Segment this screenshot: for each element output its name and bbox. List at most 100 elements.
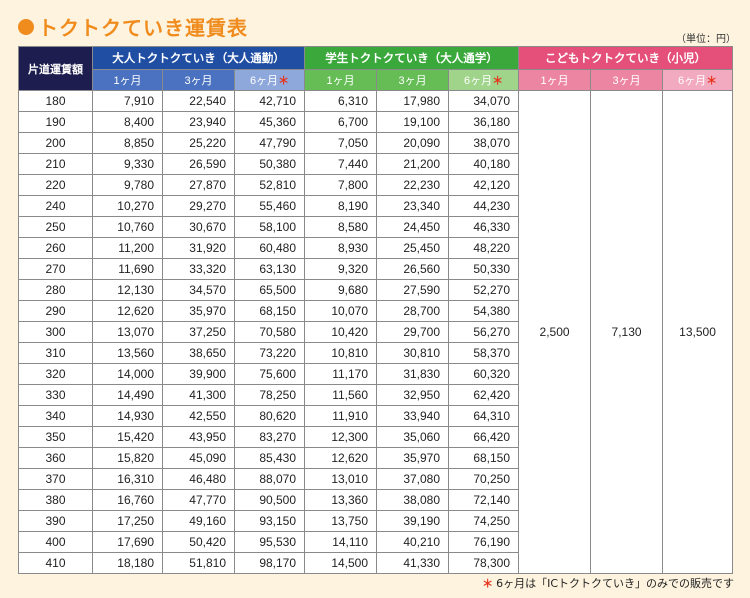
unit-label: （単位：円） <box>676 34 736 45</box>
distance-cell: 380 <box>18 489 93 511</box>
fare-cell: 40,180 <box>448 153 520 175</box>
fare-table-body: 180 7,910 22,540 42,710 6,310 17,980 34,070 2,5… <box>18 90 734 574</box>
table-row: 190 8,400 23,940 45,360 6,700 19,100 36,180 <box>18 111 733 133</box>
fare-cell: 56,270 <box>448 321 520 343</box>
table-row: 370 16,310 46,480 88,070 13,010 37,080 70,250 <box>18 468 733 490</box>
fare-cell: 37,250 <box>162 321 235 343</box>
fare-cell: 34,570 <box>162 279 235 301</box>
fare-cell: 35,970 <box>162 300 235 322</box>
fare-cell: 10,420 <box>304 321 378 343</box>
fare-cell: 75,600 <box>233 363 306 385</box>
adult-3m-header: 3ヶ月 <box>162 69 235 91</box>
fare-cell: 38,070 <box>448 132 520 154</box>
fare-cell: 58,100 <box>233 216 306 238</box>
fare-cell: 42,710 <box>233 90 306 112</box>
fare-cell: 29,270 <box>162 195 235 217</box>
fare-cell: 26,560 <box>376 258 450 280</box>
distance-cell: 330 <box>18 384 93 406</box>
fare-cell: 18,180 <box>92 552 163 574</box>
fare-cell: 11,690 <box>92 258 163 280</box>
distance-cell: 240 <box>18 195 93 217</box>
asterisk-icon: ＊ <box>706 75 718 87</box>
fare-cell: 14,110 <box>304 531 378 553</box>
adult-group-header: 大人トクトクていき（大人通勤） <box>91 46 306 70</box>
fare-cell: 49,160 <box>162 510 235 532</box>
fare-cell: 9,320 <box>304 258 378 280</box>
student-group-header: 学生トクトクていき（大人通学） <box>304 46 520 70</box>
table-row: 260 11,200 31,920 60,480 8,930 25,450 48,220 <box>18 237 733 259</box>
fare-cell: 8,580 <box>304 216 378 238</box>
fare-cell: 38,080 <box>376 489 450 511</box>
fare-cell: 14,930 <box>92 405 163 427</box>
child-group-header: こどもトクトクていき（小児） <box>518 46 734 70</box>
adult-6m-label: 6ヶ月 <box>249 75 279 87</box>
fare-cell: 10,070 <box>304 300 378 322</box>
fare-table: 片道運賃額 大人トクトクていき（大人通勤） 学生トクトクていき（大人通学） こど… <box>18 46 734 574</box>
fare-cell: 7,440 <box>304 153 378 175</box>
fare-cell: 41,330 <box>376 552 450 574</box>
fare-cell: 12,620 <box>304 447 378 469</box>
fare-cell: 35,060 <box>376 426 450 448</box>
table-row: 330 14,490 41,300 78,250 11,560 32,950 62,420 <box>18 384 733 406</box>
fare-cell: 15,820 <box>92 447 163 469</box>
fare-cell: 11,560 <box>304 384 378 406</box>
fare-cell: 51,810 <box>162 552 235 574</box>
distance-cell: 220 <box>18 174 93 196</box>
fare-cell: 31,920 <box>162 237 235 259</box>
fare-cell: 26,590 <box>162 153 235 175</box>
fare-cell: 90,500 <box>233 489 306 511</box>
fare-cell: 12,130 <box>92 279 163 301</box>
table-row: 280 12,130 34,570 65,500 9,680 27,590 52,270 <box>18 279 733 301</box>
fare-cell: 17,250 <box>92 510 163 532</box>
table-row: 340 14,930 42,550 80,620 11,910 33,940 64,310 <box>18 405 733 427</box>
fare-cell: 35,970 <box>376 447 450 469</box>
fare-cell: 74,250 <box>448 510 520 532</box>
fare-cell: 76,190 <box>448 531 520 553</box>
table-row: 270 11,690 33,320 63,130 9,320 26,560 50,330 <box>18 258 733 280</box>
fare-cell: 27,590 <box>376 279 450 301</box>
table-row: 320 14,000 39,900 75,600 11,170 31,830 60,320 <box>18 363 733 385</box>
adult-1m-header: 1ヶ月 <box>92 69 163 91</box>
fare-cell: 25,220 <box>162 132 235 154</box>
distance-cell: 270 <box>18 258 93 280</box>
fare-cell: 78,300 <box>448 552 520 574</box>
fare-cell: 93,150 <box>233 510 306 532</box>
table-row: 290 12,620 35,970 68,150 10,070 28,700 54,380 <box>18 300 733 322</box>
fare-cell: 43,950 <box>162 426 235 448</box>
footnote: ＊ 6ヶ月は「ICトクトクていき」のみでの販売です <box>482 575 734 591</box>
child-6m-header: 6ヶ月＊ <box>662 69 734 91</box>
fare-cell: 63,130 <box>233 258 306 280</box>
fare-cell: 11,170 <box>304 363 378 385</box>
distance-cell: 410 <box>18 552 93 574</box>
fare-cell: 8,850 <box>92 132 163 154</box>
fare-cell: 62,420 <box>448 384 520 406</box>
fare-cell: 14,000 <box>92 363 163 385</box>
fare-cell: 54,380 <box>448 300 520 322</box>
fare-cell: 7,910 <box>92 90 163 112</box>
distance-cell: 180 <box>18 90 93 112</box>
distance-cell: 300 <box>18 321 93 343</box>
table-row: 250 10,760 30,670 58,100 8,580 24,450 46,330 <box>18 216 733 238</box>
fare-cell: 39,190 <box>376 510 450 532</box>
fare-cell: 42,550 <box>162 405 235 427</box>
fare-cell: 46,330 <box>448 216 520 238</box>
fare-cell: 48,220 <box>448 237 520 259</box>
fare-cell: 50,330 <box>448 258 520 280</box>
child-fare-cell: 7,130 <box>590 90 664 574</box>
fare-cell: 73,220 <box>233 342 306 364</box>
table-row: 380 16,760 47,770 90,500 13,360 38,080 72,140 <box>18 489 733 511</box>
fare-cell: 29,700 <box>376 321 450 343</box>
child-fare-cell: 13,500 <box>662 90 734 574</box>
fare-cell: 7,800 <box>304 174 378 196</box>
student-3m-header: 3ヶ月 <box>376 69 450 91</box>
fare-cell: 21,200 <box>376 153 450 175</box>
fare-cell: 70,580 <box>233 321 306 343</box>
fare-cell: 8,400 <box>92 111 163 133</box>
fare-cell: 60,480 <box>233 237 306 259</box>
table-row: 400 17,690 50,420 95,530 14,110 40,210 76,190 <box>18 531 733 553</box>
title-text: トクトクていき運賃表 <box>38 16 248 40</box>
fare-cell: 24,450 <box>376 216 450 238</box>
fare-cell: 13,560 <box>92 342 163 364</box>
fare-cell: 30,810 <box>376 342 450 364</box>
fare-cell: 27,870 <box>162 174 235 196</box>
